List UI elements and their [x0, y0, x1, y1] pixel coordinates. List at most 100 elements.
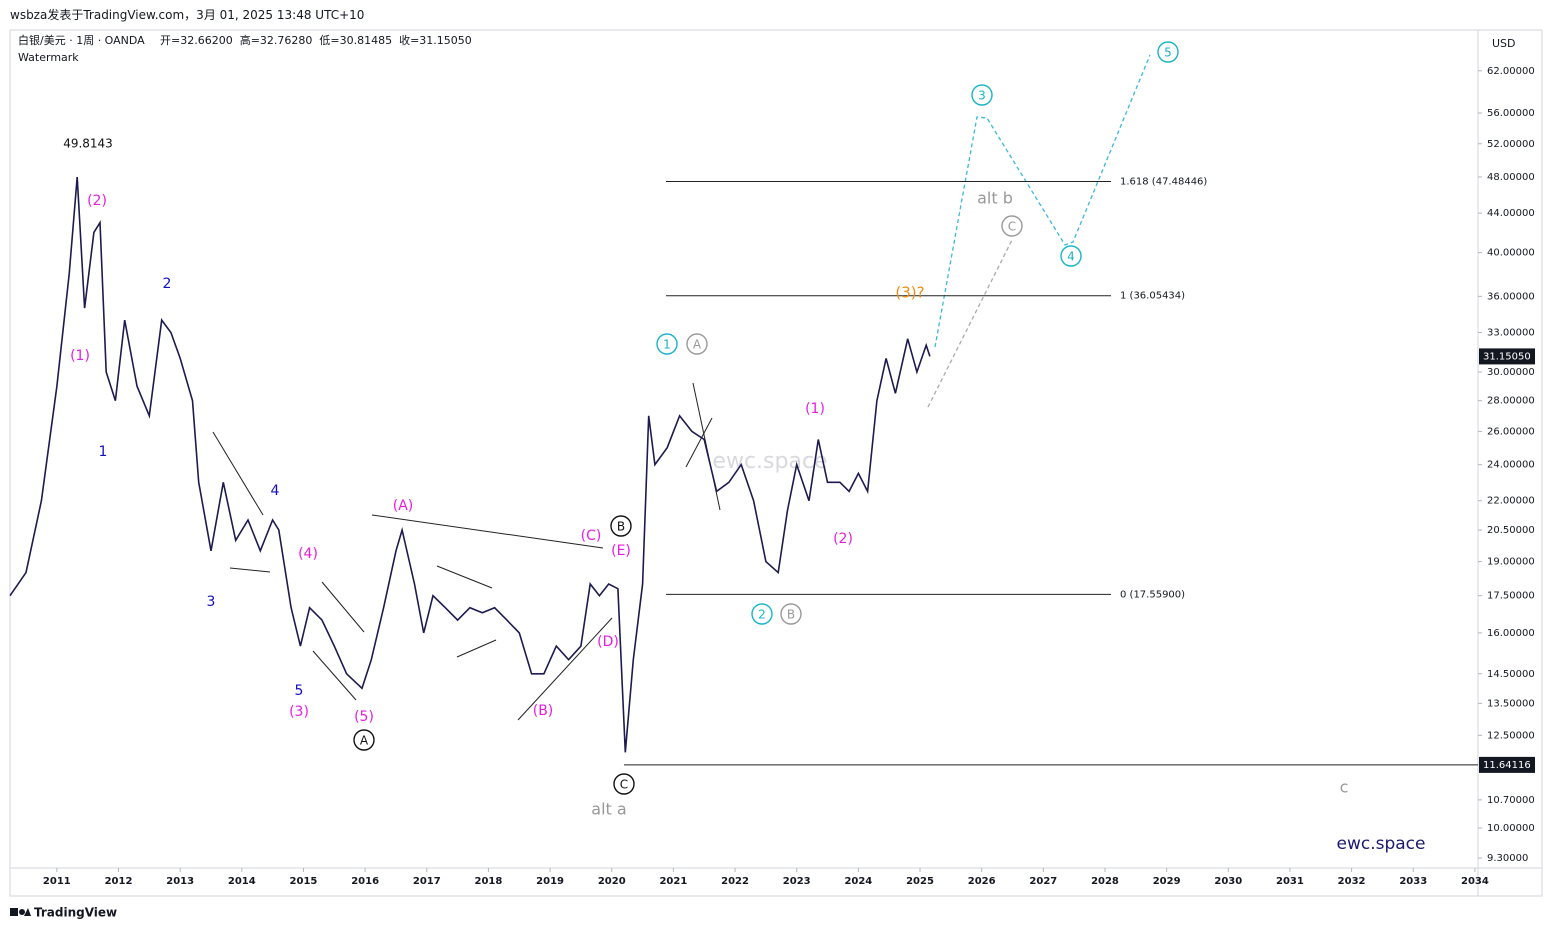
x-tick-label: 2024 — [844, 876, 872, 887]
wave-label: 49.8143 — [63, 137, 113, 151]
y-tick-label: 33.00000 — [1487, 327, 1535, 338]
wave-circle — [610, 515, 632, 537]
y-tick-label: 48.00000 — [1487, 172, 1535, 183]
x-tick-label: 2030 — [1214, 876, 1242, 887]
wave-label: B — [787, 608, 795, 622]
frame — [9, 29, 1543, 897]
support-label: 11.64116 — [1483, 760, 1531, 771]
y-tick-label: 13.50000 — [1487, 698, 1535, 709]
x-tick-label: 2026 — [968, 876, 996, 887]
y-tick-label: 10.00000 — [1487, 823, 1535, 834]
wave-label: (3) — [289, 704, 309, 720]
wave-label: 4 — [271, 483, 280, 499]
y-tick-label: 30.00000 — [1487, 367, 1535, 378]
footer-brand: TradingView — [34, 906, 117, 920]
wave-label: 5 — [295, 683, 304, 699]
wave-label: (E) — [611, 543, 631, 559]
y-tick-label: 40.00000 — [1487, 248, 1535, 259]
support-tag — [1479, 756, 1535, 773]
y-tick-label: 22.00000 — [1487, 496, 1535, 507]
fib-label: 1 (36.05434) — [1120, 291, 1185, 302]
y-tick-label: 16.00000 — [1487, 628, 1535, 639]
x-tick-label: 2018 — [475, 876, 503, 887]
fib-label: 1.618 (47.48446) — [1120, 176, 1207, 187]
x-tick-label: 2028 — [1091, 876, 1119, 887]
price-line — [9, 176, 931, 753]
header: wsbza发表于TradingView.com，3月 01, 2025 13:4… — [10, 8, 365, 22]
x-tick-label: 2011 — [43, 876, 71, 887]
x-tick-label: 2034 — [1461, 876, 1489, 887]
wave-circle — [751, 603, 773, 625]
wave-label: 1 — [99, 444, 108, 460]
wave-label: c — [1340, 778, 1349, 797]
x-tick-label: 2025 — [906, 876, 934, 887]
y-tick-label: 26.00000 — [1487, 426, 1535, 437]
wave-label: (D) — [597, 634, 619, 650]
x-tick-label: 2021 — [659, 876, 687, 887]
y-tick-label: 9.30000 — [1487, 853, 1528, 864]
last-price-label: 31.15050 — [1483, 351, 1531, 362]
wave-label: 4 — [1067, 250, 1075, 264]
projection-alt — [927, 239, 1013, 408]
wave-label: (C) — [581, 528, 602, 544]
x-tick-label: 2013 — [166, 876, 194, 887]
projection-main — [934, 54, 1151, 348]
last-price-tag — [1479, 348, 1535, 365]
y-tick-label: 17.50000 — [1487, 591, 1535, 602]
x-tick-label: 2031 — [1276, 876, 1304, 887]
wave-label: A — [693, 338, 702, 352]
wave-circle — [613, 773, 635, 795]
x-tick-label: 2017 — [413, 876, 441, 887]
wave-label: C — [1008, 220, 1016, 234]
x-tick-label: 2012 — [105, 876, 133, 887]
y-tick-label: 20.50000 — [1487, 525, 1535, 536]
y-tick-label: 19.00000 — [1487, 557, 1535, 568]
legend-symbol: 白银/美元 · 1周 · OANDA — [18, 33, 145, 47]
y-tick-label: 24.00000 — [1487, 460, 1535, 471]
wave-circle — [1001, 215, 1023, 237]
wave-label: 3 — [978, 89, 986, 103]
x-tick-label: 2015 — [290, 876, 318, 887]
wave-label: ewc.space — [1337, 834, 1426, 854]
x-tick-label: 2019 — [536, 876, 564, 887]
y-tick-label: 52.00000 — [1487, 139, 1535, 150]
y-tick-label: 62.00000 — [1487, 66, 1535, 77]
wave-circle — [1157, 41, 1179, 63]
wave-label: (2) — [833, 531, 853, 547]
wave-label: (4) — [298, 546, 318, 562]
wave-label: (1) — [805, 401, 825, 417]
x-tick-label: 2020 — [598, 876, 626, 887]
x-tick-label: 2033 — [1399, 876, 1427, 887]
wave-label: (3)? — [895, 284, 924, 302]
currency: USD — [1492, 37, 1516, 50]
legend-ohlc: 开=32.66200 高=32.76280 低=30.81485 收=31.15… — [160, 33, 472, 47]
wave-label: (1) — [70, 348, 90, 364]
wave-label: alt b — [977, 189, 1013, 208]
wave-label: A — [360, 734, 369, 748]
x-tick-label: 2032 — [1338, 876, 1366, 887]
wave-circle — [656, 333, 678, 355]
legend-watermark: Watermark — [18, 51, 79, 64]
wave-label: (A) — [393, 498, 414, 514]
wave-label: 1 — [663, 338, 671, 352]
wave-label: (B) — [533, 703, 554, 719]
wave-circle — [971, 84, 993, 106]
y-tick-label: 44.00000 — [1487, 208, 1535, 219]
x-tick-label: 2023 — [783, 876, 811, 887]
footer-logo — [10, 908, 31, 916]
x-tick-label: 2016 — [351, 876, 379, 887]
x-tick-label: 2029 — [1153, 876, 1181, 887]
y-tick-label: 28.00000 — [1487, 396, 1535, 407]
wave-label: (5) — [354, 709, 374, 725]
wave-circle — [353, 729, 375, 751]
y-tick-label: 10.70000 — [1487, 795, 1535, 806]
wave-circle — [686, 333, 708, 355]
wave-circle — [780, 603, 802, 625]
x-tick-label: 2027 — [1029, 876, 1057, 887]
y-tick-label: 12.50000 — [1487, 730, 1535, 741]
wave-label: (2) — [87, 193, 107, 209]
wave-label: C — [620, 778, 628, 792]
wave-label: 2 — [163, 276, 172, 292]
